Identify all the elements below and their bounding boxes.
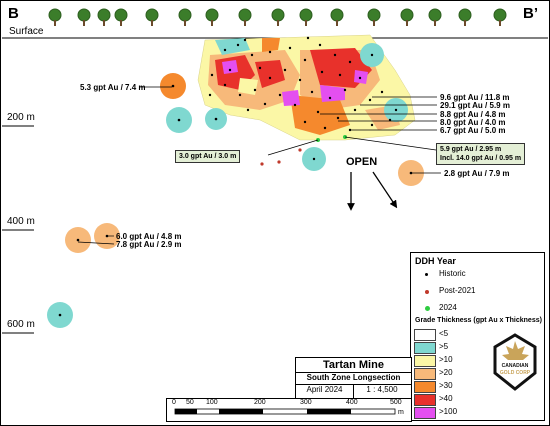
open-label: OPEN — [346, 156, 378, 168]
legend-grade-item: >100 — [439, 407, 458, 416]
scale-tick-label: 300 — [300, 399, 312, 406]
scale-tick-label: 400 — [346, 399, 358, 406]
scale-unit: m — [398, 409, 404, 416]
arrow-down-right-icon — [372, 171, 398, 209]
tree-icon — [400, 8, 414, 26]
logo-text: CANADIAN — [501, 363, 529, 369]
legend-grade-item: <5 — [439, 329, 449, 338]
scale-tick-label: 500 — [390, 399, 402, 406]
intercept-label: 9.6 gpt Au / 11.8 m — [440, 93, 510, 102]
highlight-line-included: Incl. 14.0 gpt Au / 0.95 m — [440, 155, 522, 162]
logo-text: GOLD CORP — [499, 370, 531, 376]
tree-icon — [238, 8, 252, 26]
2024-dot-icon — [425, 306, 430, 311]
historic-drill-holes — [58, 36, 413, 317]
grade-swatch — [414, 329, 436, 341]
legend-ddh-item: 2024 — [439, 303, 457, 312]
legend-ddh-title: DDH Year — [415, 256, 456, 266]
tree-icon — [330, 8, 344, 26]
intercept-label: 5.3 gpt Au / 7.4 m — [80, 83, 146, 92]
tree-icon — [205, 8, 219, 26]
legend-ddh-item: Post-2021 — [439, 286, 476, 295]
canadian-gold-corp-logo — [493, 333, 537, 391]
depth-label-400: 400 m — [7, 216, 35, 227]
grade-swatch — [414, 368, 436, 380]
open-arrows — [347, 171, 398, 211]
tree-icon — [145, 8, 159, 26]
scale-tick-label: 0 — [172, 399, 176, 406]
grade-swatch — [414, 355, 436, 367]
tree-icon — [178, 8, 192, 26]
historic-dot-icon — [425, 273, 428, 276]
depth-label-600: 600 m — [7, 319, 35, 330]
intercept-label: 8.8 gpt Au / 4.8 m — [440, 110, 506, 119]
legend: DDH Year Historic Post-2021 2024 Grade T… — [410, 252, 545, 421]
intercept-label: 6.7 gpt Au / 5.0 m — [440, 126, 506, 135]
intercept-label: 2.8 gpt Au / 7.9 m — [444, 169, 510, 178]
tree-icon — [48, 8, 62, 26]
tree-icon — [367, 8, 381, 26]
grade-swatch — [414, 407, 436, 419]
leader-lines — [77, 86, 441, 245]
scale-tick-label: 50 — [186, 399, 194, 406]
highlight-intercept-box: 3.0 gpt Au / 3.0 m — [175, 150, 241, 163]
tree-icon — [271, 8, 285, 26]
legend-grade-title: Grade Thickness (gpt Au x Thickness) — [415, 317, 542, 324]
tree-icon — [97, 8, 111, 26]
tree-icons — [48, 8, 507, 26]
post-2021-drill-holes — [260, 148, 302, 166]
grade-swatch — [414, 381, 436, 393]
tree-icon — [77, 8, 91, 26]
intercept-label: 7.8 gpt Au / 2.9 m — [116, 240, 182, 249]
maple-leaf-icon — [502, 341, 529, 360]
intercept-label: 8.0 gpt Au / 4.0 m — [440, 118, 506, 127]
intercept-label: 29.1 gpt Au / 5.9 m — [440, 101, 510, 110]
legend-ddh-item: Historic — [439, 269, 466, 278]
map-date: April 2024 — [296, 384, 354, 399]
scale-tick-label: 100 — [206, 399, 218, 406]
title-block: Tartan Mine South Zone Longsection April… — [295, 357, 412, 400]
map-scale: 1 : 4,500 — [353, 384, 411, 399]
legend-grade-item: >40 — [439, 394, 453, 403]
section-end-label: B’ — [523, 5, 538, 22]
post-2021-dot-icon — [425, 290, 429, 294]
tree-icon — [493, 8, 507, 26]
legend-grade-item: >5 — [439, 342, 449, 351]
map-title: Tartan Mine — [323, 359, 384, 371]
legend-grade-item: >10 — [439, 355, 453, 364]
legend-grade-item: >20 — [439, 368, 453, 377]
scale-bar — [174, 408, 396, 415]
depth-label-200: 200 m — [7, 112, 35, 123]
tree-icon — [428, 8, 442, 26]
highlight-intercept-box: 5.9 gpt Au / 2.95 m Incl. 14.0 gpt Au / … — [436, 143, 526, 165]
legend-grade-item: >30 — [439, 381, 453, 390]
tree-icon — [299, 8, 313, 26]
intercept-label: 6.0 gpt Au / 4.8 m — [116, 232, 182, 241]
tree-icon — [114, 8, 128, 26]
grade-swatch — [414, 342, 436, 354]
highlight-line: 5.9 gpt Au / 2.95 m — [440, 146, 502, 153]
surface-label: Surface — [9, 26, 44, 37]
grade-swatch — [414, 394, 436, 406]
tree-icon — [458, 8, 472, 26]
highlight-line: 3.0 gpt Au / 3.0 m — [179, 153, 237, 160]
map-subtitle: South Zone Longsection — [296, 372, 411, 382]
section-start-label: B — [8, 5, 19, 22]
scale-tick-label: 200 — [254, 399, 266, 406]
